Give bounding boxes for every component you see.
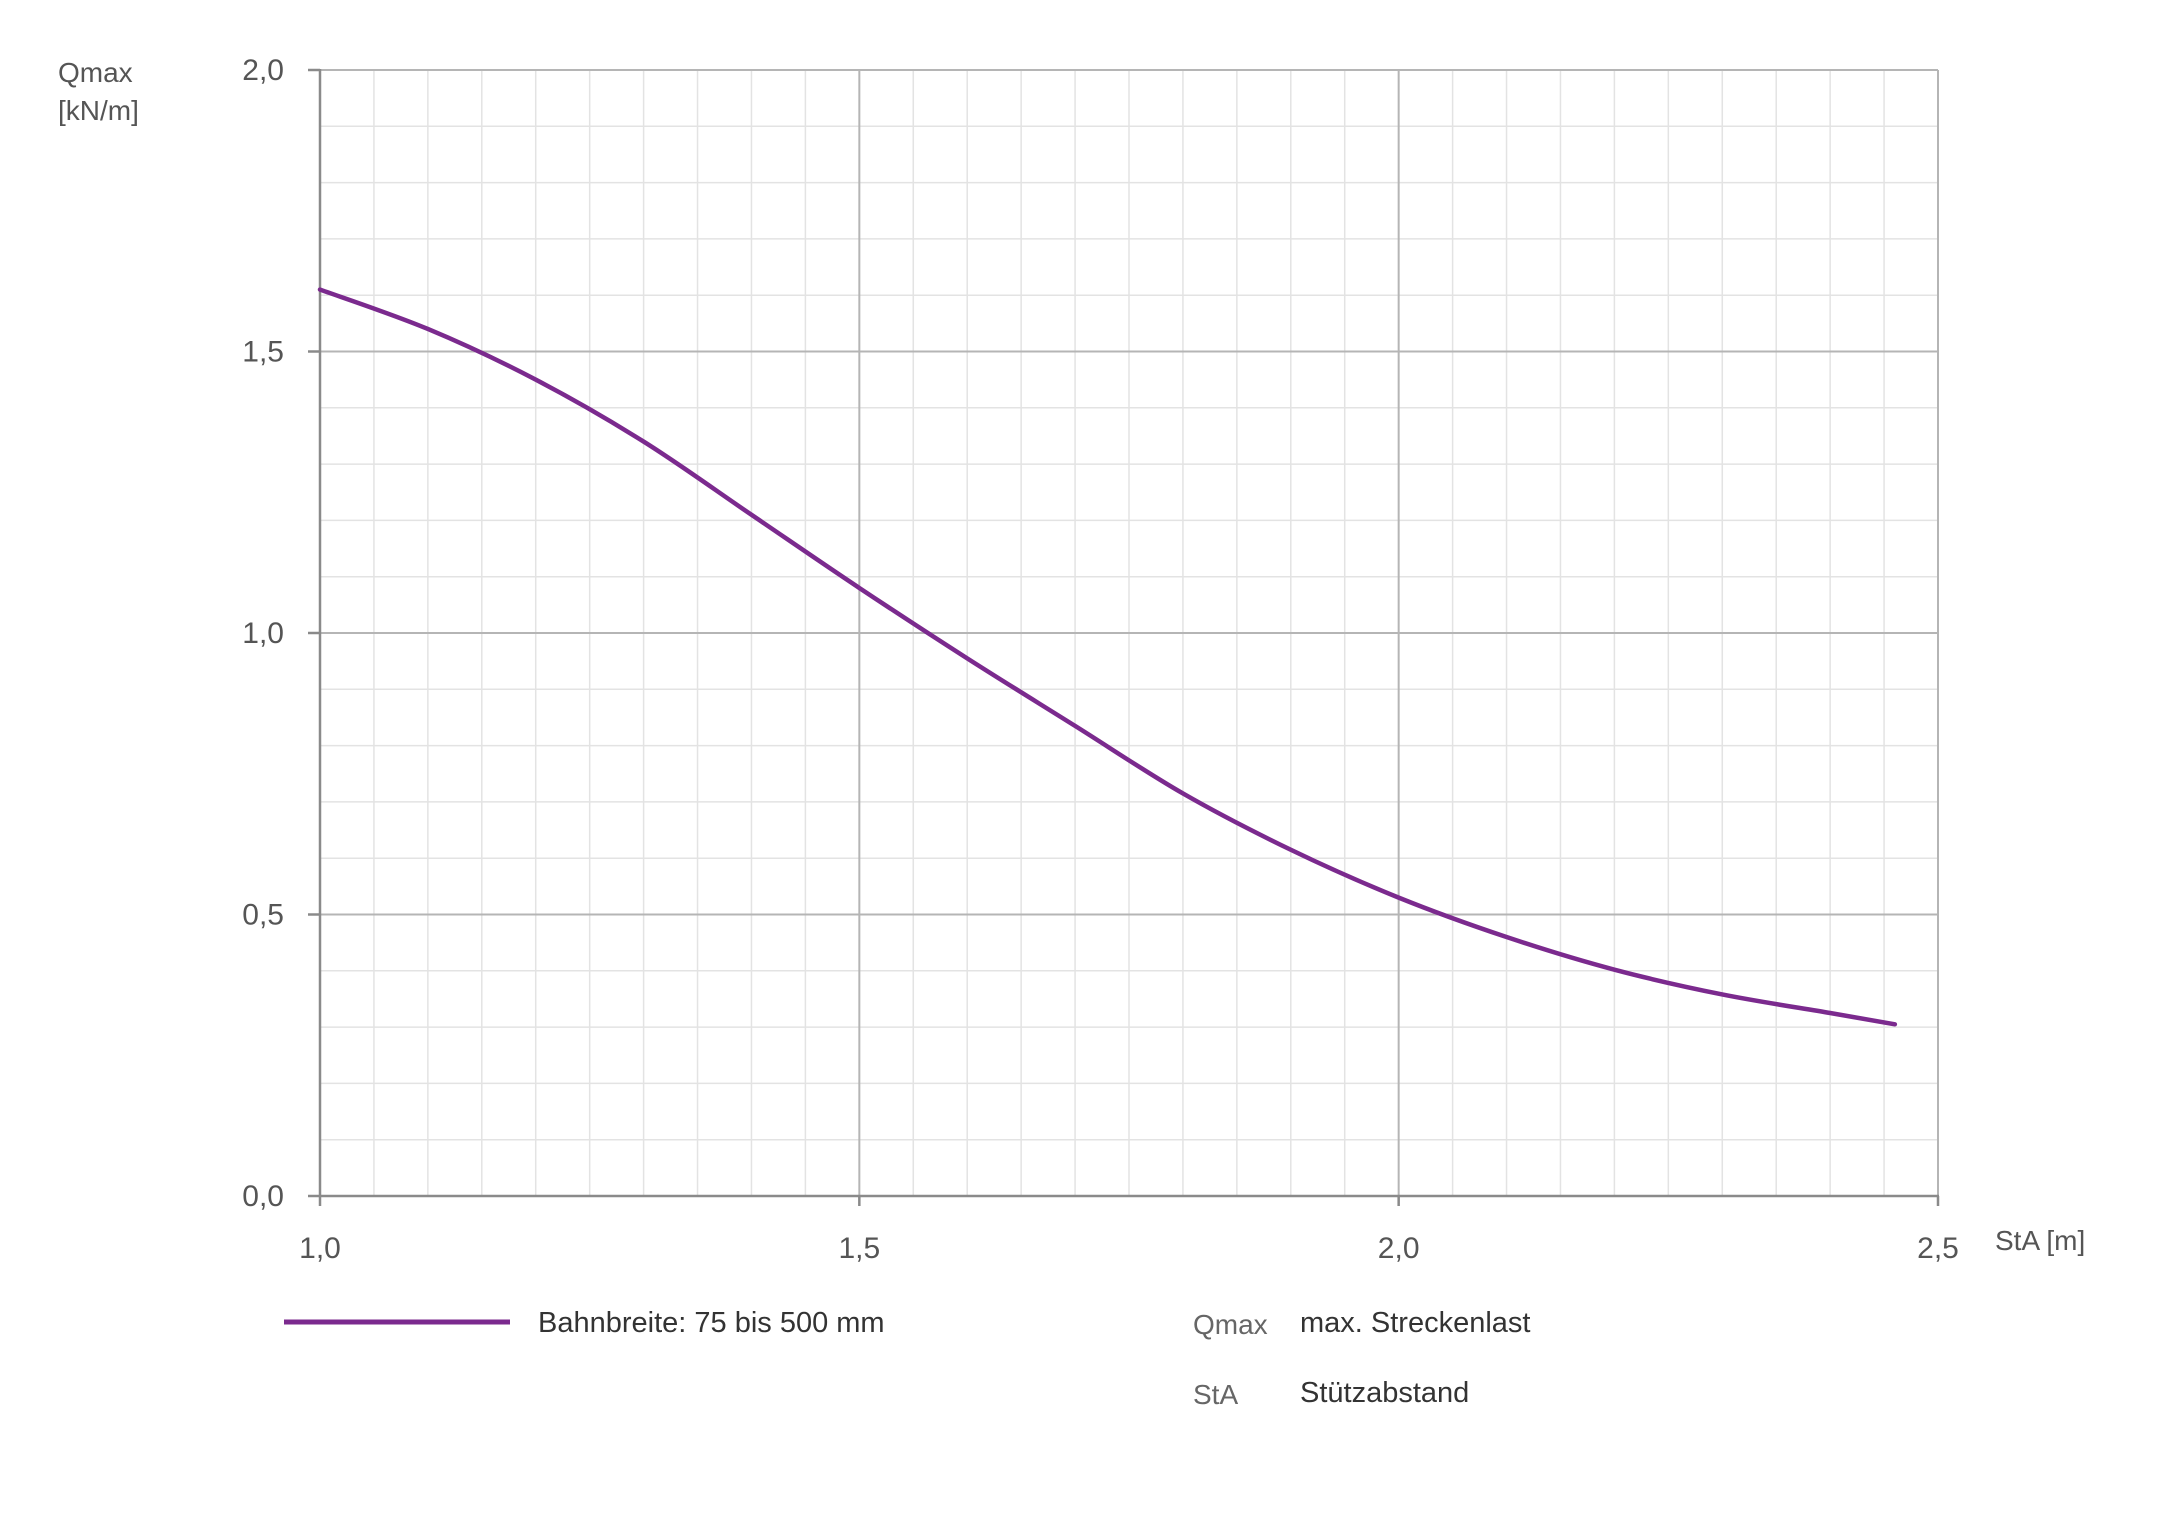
y-tick-label: 2,0 <box>242 54 284 87</box>
abbreviation-key: Qmax max. Streckenlast StA Stützabstand <box>1193 1307 1530 1410</box>
x-tick-label: 2,0 <box>1378 1232 1420 1265</box>
series-line-0 <box>317 287 1898 1027</box>
major-grid <box>320 69 1939 1196</box>
legend: Bahnbreite: 75 bis 500 mm <box>284 1307 885 1339</box>
tick-labels: 1,0 1,5 2,0 2,5 0,0 0,5 1,0 1,5 2,0 <box>242 54 1959 1265</box>
abbr-term-qmax: Qmax <box>1193 1309 1268 1340</box>
y-tick-label: 1,5 <box>242 336 284 369</box>
x-tick-label: 1,5 <box>838 1232 880 1265</box>
x-tick-label: 2,5 <box>1917 1232 1959 1265</box>
series-lines <box>317 287 1898 1027</box>
y-tick-label: 0,5 <box>242 899 284 932</box>
abbr-term-sta: StA <box>1193 1379 1238 1410</box>
x-axis-label: StA [m] <box>1995 1225 2085 1256</box>
y-tick-label: 0,0 <box>242 1180 284 1213</box>
axes <box>308 68 1940 1206</box>
x-tick-label: 1,0 <box>299 1232 341 1265</box>
y-axis-label-line2: [kN/m] <box>58 95 139 126</box>
abbr-definition-qmax: max. Streckenlast <box>1300 1307 1530 1339</box>
abbr-definition-sta: Stützabstand <box>1300 1377 1469 1409</box>
y-axis-label-line1: Qmax <box>58 57 133 88</box>
y-tick-label: 1,0 <box>242 617 284 650</box>
legend-label-series: Bahnbreite: 75 bis 500 mm <box>538 1307 885 1339</box>
